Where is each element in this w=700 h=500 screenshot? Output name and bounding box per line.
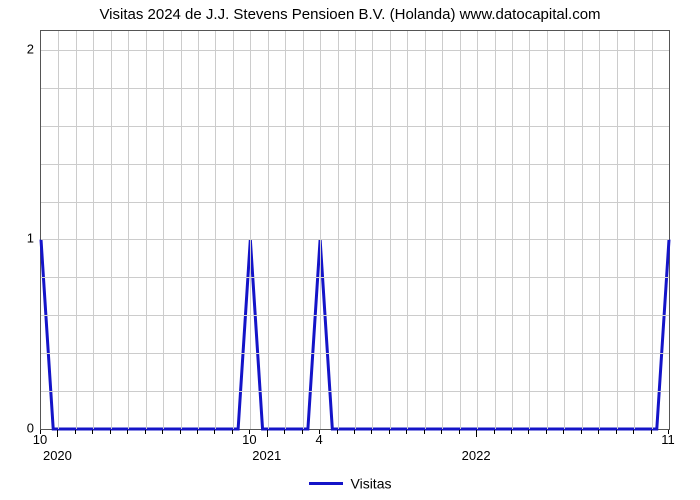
grid-line-v: [582, 31, 583, 429]
grid-line-v: [93, 31, 94, 429]
grid-line-v: [564, 31, 565, 429]
grid-line-v: [529, 31, 530, 429]
x-tick-minor: [511, 430, 512, 434]
grid-line-v: [146, 31, 147, 429]
x-tick-minor: [494, 430, 495, 434]
grid-line-v: [390, 31, 391, 429]
legend: Visitas: [0, 474, 700, 491]
data-point-label: 11: [661, 432, 675, 447]
x-tick-minor: [75, 430, 76, 434]
x-tick-minor: [337, 430, 338, 434]
legend-swatch: [309, 482, 343, 485]
x-tick-minor: [232, 430, 233, 434]
x-tick-minor: [180, 430, 181, 434]
x-tick-minor: [633, 430, 634, 434]
x-tick-minor: [528, 430, 529, 434]
grid-line-v: [599, 31, 600, 429]
x-tick-minor: [302, 430, 303, 434]
grid-line-v: [477, 31, 478, 429]
x-tick-label: 2022: [462, 448, 491, 463]
grid-line-v: [181, 31, 182, 429]
data-point-label: 10: [242, 432, 256, 447]
x-tick-minor: [354, 430, 355, 434]
x-tick-label: 2021: [252, 448, 281, 463]
grid-line-v: [617, 31, 618, 429]
x-tick-minor: [441, 430, 442, 434]
x-tick-major: [57, 430, 58, 437]
grid-line-v: [303, 31, 304, 429]
data-point-label: 4: [315, 432, 322, 447]
grid-line-v: [407, 31, 408, 429]
x-tick-minor: [616, 430, 617, 434]
grid-line-v: [198, 31, 199, 429]
grid-line-v: [250, 31, 251, 429]
x-tick-minor: [563, 430, 564, 434]
legend-label: Visitas: [351, 475, 392, 491]
x-tick-minor: [651, 430, 652, 434]
grid-line-v: [442, 31, 443, 429]
x-tick-minor: [162, 430, 163, 434]
x-tick-major: [267, 430, 268, 437]
x-tick-minor: [406, 430, 407, 434]
grid-line-v: [58, 31, 59, 429]
grid-line-v: [425, 31, 426, 429]
grid-line-v: [634, 31, 635, 429]
grid-line-v: [495, 31, 496, 429]
x-tick-minor: [92, 430, 93, 434]
grid-line-v: [320, 31, 321, 429]
x-tick-minor: [110, 430, 111, 434]
plot-area: [40, 30, 670, 430]
x-tick-minor: [459, 430, 460, 434]
x-tick-minor: [214, 430, 215, 434]
grid-line-v: [111, 31, 112, 429]
y-tick-label: 1: [27, 231, 34, 246]
chart-container: Visitas 2024 de J.J. Stevens Pensioen B.…: [0, 0, 700, 500]
grid-line-v: [338, 31, 339, 429]
y-tick-label: 2: [27, 41, 34, 56]
grid-line-v: [355, 31, 356, 429]
grid-line-v: [512, 31, 513, 429]
x-tick-minor: [581, 430, 582, 434]
grid-line-v: [285, 31, 286, 429]
x-tick-minor: [284, 430, 285, 434]
grid-line-v: [233, 31, 234, 429]
grid-line-v: [163, 31, 164, 429]
grid-line-v: [460, 31, 461, 429]
x-tick-minor: [197, 430, 198, 434]
grid-line-v: [76, 31, 77, 429]
grid-line-v: [652, 31, 653, 429]
x-tick-minor: [424, 430, 425, 434]
grid-line-v: [215, 31, 216, 429]
x-tick-major: [476, 430, 477, 437]
x-tick-minor: [371, 430, 372, 434]
x-tick-minor: [546, 430, 547, 434]
x-tick-minor: [389, 430, 390, 434]
grid-line-v: [547, 31, 548, 429]
x-tick-minor: [145, 430, 146, 434]
grid-line-v: [268, 31, 269, 429]
x-tick-label: 2020: [43, 448, 72, 463]
grid-line-v: [128, 31, 129, 429]
grid-line-v: [372, 31, 373, 429]
chart-title: Visitas 2024 de J.J. Stevens Pensioen B.…: [0, 6, 700, 23]
x-tick-minor: [598, 430, 599, 434]
x-tick-minor: [127, 430, 128, 434]
data-point-label: 10: [33, 432, 47, 447]
